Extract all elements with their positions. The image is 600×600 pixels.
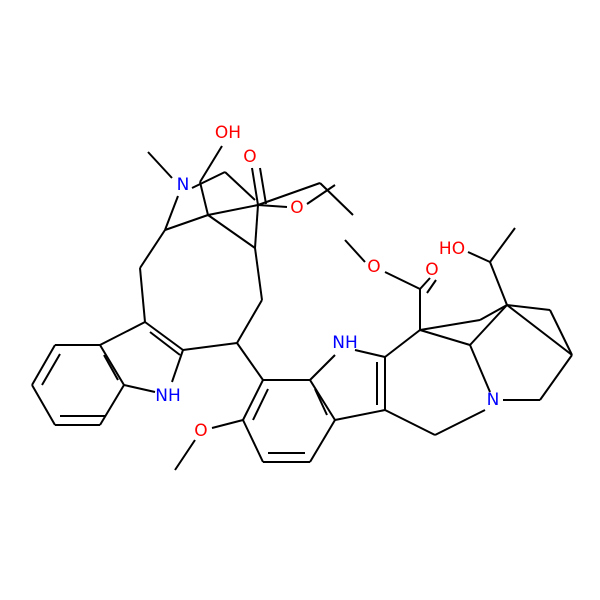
atom-label: N	[177, 175, 190, 195]
atom-label: O	[290, 198, 303, 218]
atom-label: HO	[439, 239, 465, 259]
atom-label: N	[487, 390, 500, 410]
atom-label: O	[367, 257, 380, 277]
bonds	[31, 145, 573, 471]
atom-label: OH	[215, 123, 241, 143]
atom-label: O	[243, 147, 256, 167]
atom-label: NH	[332, 333, 358, 353]
atom-label: O	[425, 260, 438, 280]
atom-label: O	[194, 421, 207, 441]
atom-label: NH	[155, 386, 181, 406]
